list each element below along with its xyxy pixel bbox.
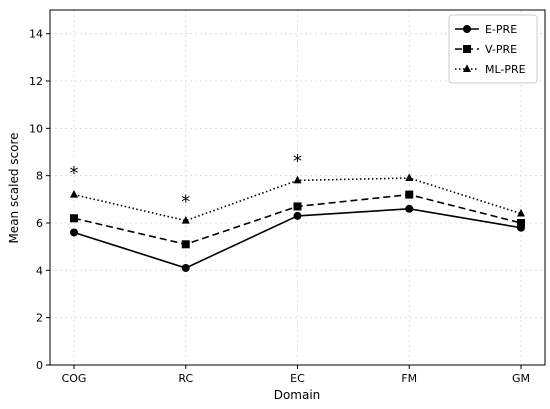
y-tick-label: 6 xyxy=(36,217,43,230)
grid-lines xyxy=(50,10,545,366)
x-tick-label: RC xyxy=(178,372,193,385)
y-axis-label: Mean scaled score xyxy=(7,132,21,243)
legend-box xyxy=(448,14,538,84)
legend-marker-ml-pre xyxy=(463,64,471,72)
y-tick-label: 4 xyxy=(36,264,43,277)
legend: E-PRE V-PRE ML-PRE xyxy=(448,14,538,84)
data-point-v-pre xyxy=(405,190,414,199)
data-point-v-pre xyxy=(181,240,190,249)
data-point-ml-pre xyxy=(181,216,190,224)
legend-label-ml-pre: ML-PRE xyxy=(485,63,526,76)
y-tick-label: 14 xyxy=(29,28,43,41)
x-tick-label: FM xyxy=(401,372,417,385)
data-point-ml-pre xyxy=(517,208,525,217)
x-tick-label: COG xyxy=(62,372,87,385)
x-tick-label: GM xyxy=(512,372,530,385)
data-point-ml-pre xyxy=(70,190,78,198)
data-point-ml-pre xyxy=(293,175,302,184)
y-tick-label: 12 xyxy=(29,75,43,88)
data-point-e-pre xyxy=(293,211,302,220)
legend-marker-v-pre xyxy=(463,45,471,53)
data-point-v-pre xyxy=(293,202,302,211)
y-tick-label: 10 xyxy=(29,122,43,135)
significance-marker: * xyxy=(70,163,79,184)
series-lines xyxy=(70,173,525,272)
x-axis-label: Domain xyxy=(274,388,321,402)
legend-label-v-pre: V-PRE xyxy=(485,43,517,56)
y-tick-label: 8 xyxy=(36,170,43,183)
data-point-e-pre xyxy=(70,228,78,237)
data-point-e-pre xyxy=(181,263,190,272)
y-tick-label: 0 xyxy=(36,359,43,372)
annotations: * * * xyxy=(70,151,303,212)
data-point-e-pre xyxy=(405,204,414,213)
significance-marker: * xyxy=(293,151,302,172)
data-point-ml-pre xyxy=(405,173,414,182)
x-tick-label: EC xyxy=(290,372,305,385)
significance-marker: * xyxy=(181,191,190,212)
data-point-v-pre xyxy=(517,219,525,227)
data-point-v-pre xyxy=(70,214,78,223)
y-tick-label: 2 xyxy=(36,312,43,325)
legend-marker-e-pre xyxy=(463,25,471,33)
series-line-ml-pre xyxy=(73,177,522,222)
axes: 0 2 4 6 8 10 12 14 COG RC EC FM GM xyxy=(29,9,546,385)
legend-label-e-pre: E-PRE xyxy=(485,23,517,36)
